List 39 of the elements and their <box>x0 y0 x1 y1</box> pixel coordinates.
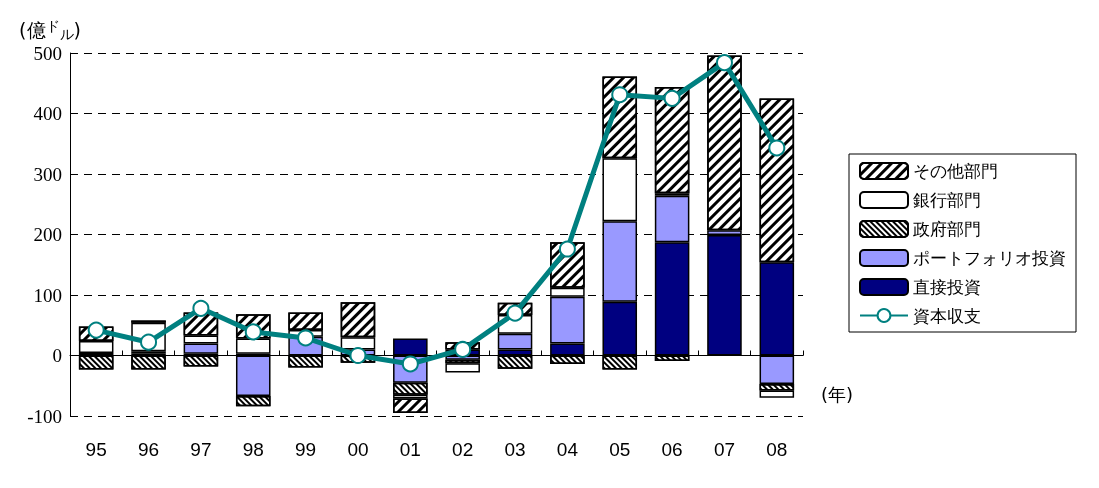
y-tick-label: 400 <box>33 103 62 124</box>
point <box>349 347 367 364</box>
x-tick-label: 05 <box>609 439 631 460</box>
point <box>192 299 210 317</box>
legend-label: その他部門 <box>913 161 998 181</box>
point <box>558 240 576 258</box>
x-tick-label: 96 <box>137 439 160 460</box>
x-tick-label: 07 <box>713 439 736 460</box>
y-tick-label: 500 <box>33 42 62 64</box>
x-tick-label: 98 <box>242 439 264 460</box>
bar <box>445 363 480 373</box>
x-tick-label: 06 <box>661 439 683 460</box>
legend-label: 政府部門 <box>913 219 981 239</box>
legend-label: ポートフォリオ投資 <box>913 248 1066 268</box>
point <box>663 89 681 107</box>
y-tick-label: 0 <box>52 345 62 366</box>
legend-label: 直接投資 <box>913 277 981 297</box>
point <box>454 340 472 358</box>
legend-label: 銀行部門 <box>913 190 981 210</box>
point <box>715 54 733 72</box>
y-tick-label: 200 <box>33 224 62 245</box>
x-tick-label: 00 <box>347 439 369 460</box>
x-tick-label: 02 <box>452 439 474 460</box>
y-tick-label: -100 <box>27 405 62 427</box>
point <box>611 86 629 104</box>
y-tick-label: 100 <box>33 284 62 306</box>
x-tick-label: 95 <box>85 439 107 460</box>
x-tick-label: 04 <box>556 439 579 460</box>
y-tick-label: 300 <box>33 163 62 185</box>
x-tick-label: 01 <box>399 439 421 460</box>
x-tick-label: 97 <box>190 439 212 460</box>
x-axis-title: (年) <box>821 384 854 405</box>
x-tick-label: 03 <box>504 439 526 460</box>
x-tick-label: 08 <box>766 439 788 460</box>
point <box>768 139 786 157</box>
x-tick-label: 99 <box>295 439 317 460</box>
point <box>506 304 524 322</box>
point <box>87 321 105 339</box>
legend-label: 資本収支 <box>913 305 981 326</box>
